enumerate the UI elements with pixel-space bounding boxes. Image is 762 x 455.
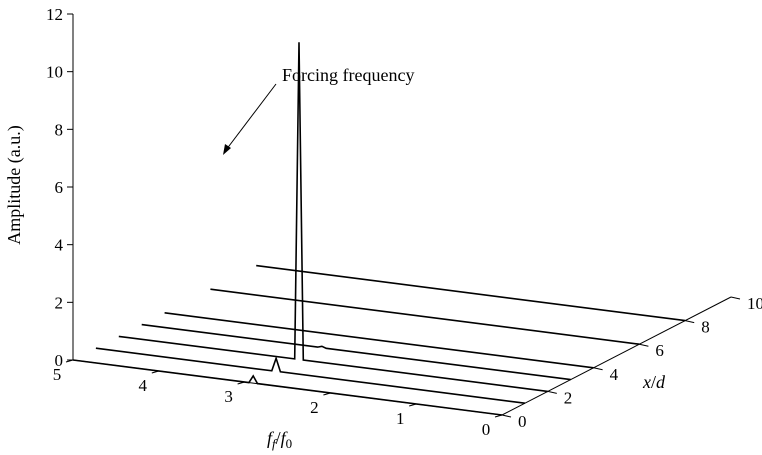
amplitude-tick-label: 4 [55,236,64,255]
amplitude-tick-label: 8 [55,120,64,139]
annotation-arrow-line [225,83,277,151]
position-tick [730,296,741,300]
position-tick [639,343,649,347]
frequency-tick [65,359,74,363]
position-tick [685,320,695,324]
annotation-label: Forcing frequency [282,65,414,85]
frequency-tick-label: 2 [310,398,319,417]
x-axis-title-sub2: 0 [286,436,293,451]
spectrum-line-4 [164,312,594,369]
frequency-tick-label: 5 [53,365,62,384]
annotation-arrowhead [223,144,231,155]
position-tick-label: 6 [655,341,664,360]
z-axis-title-slash: / [651,372,656,392]
z-axis-title-x: x [642,372,651,392]
x-axis-title: ff/f0 [267,428,292,451]
spectrum-line-2 [118,42,548,393]
spectrum-line-0 [72,359,503,416]
position-tick [547,390,557,394]
series-group [72,42,686,416]
amplitude-tick-label: 6 [55,178,64,197]
position-tick [501,414,512,418]
spectrum-line-1 [95,347,526,404]
spectrum-line-3 [141,323,571,381]
amplitude-tick-label: 0 [55,351,64,370]
position-axis-line [501,296,732,416]
amplitude-tick-label: 10 [46,63,63,82]
frequency-tick-label: 1 [396,409,405,428]
x-axis-title-slash: / [276,428,281,448]
amplitude-tick-label: 12 [46,5,63,24]
frequency-tick-label: 4 [139,376,148,395]
z-axis-title: x/d [642,372,666,392]
x-axis-title-f2: f [281,428,289,448]
frequency-tick-label: 3 [224,387,233,406]
position-tick-label: 2 [564,388,573,407]
annotation: Forcing frequency [223,65,414,155]
spectrum-line-5 [210,288,640,345]
frequency-tick-label: 0 [482,420,491,439]
x-axis-title-sub1: f [272,436,278,451]
z-axis-title-d: d [656,372,666,392]
position-tick-label: 0 [518,412,527,431]
x-axis-title-f: f [267,428,275,448]
position-tick-label: 8 [701,318,710,337]
spectrum-line-6 [256,264,686,322]
amplitude-tick-label: 2 [55,293,64,312]
position-tick-label: 4 [610,365,619,384]
position-tick [593,367,603,371]
position-tick-label: 10 [747,294,762,313]
y-axis-title: Amplitude (a.u.) [4,125,25,244]
